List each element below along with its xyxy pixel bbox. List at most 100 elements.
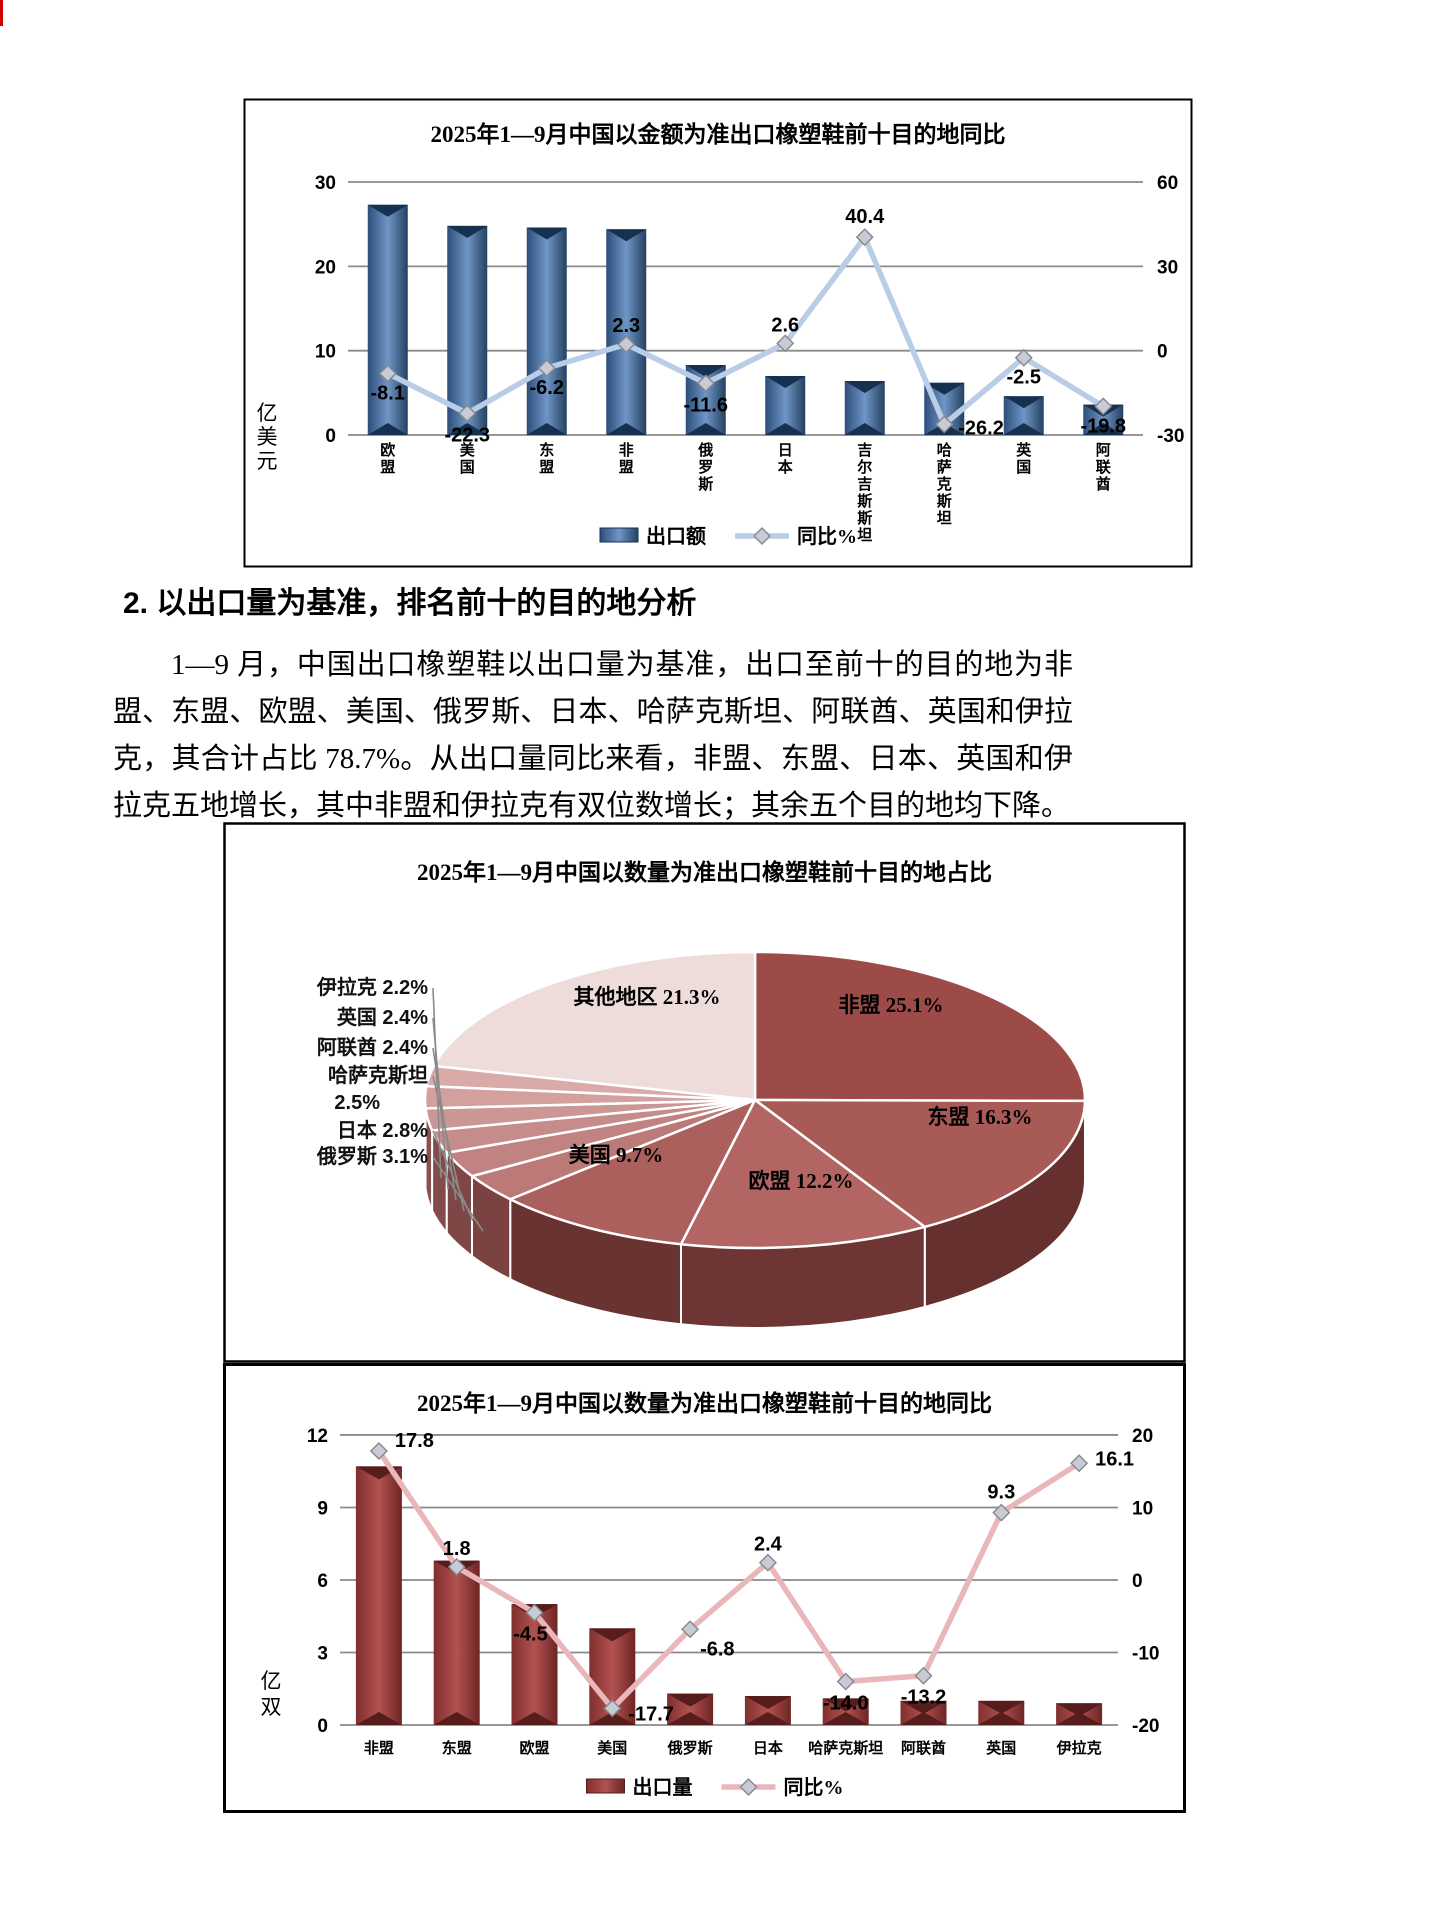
line-marker-diamond	[935, 415, 954, 434]
left-axis-unit: 亿双	[261, 1669, 282, 1719]
line-marker-diamond	[681, 1620, 700, 1639]
yoy-data-label: -26.2	[958, 417, 1004, 439]
line-marker-diamond	[855, 228, 874, 247]
legend-bar-swatch	[586, 1778, 625, 1794]
right-axis-tick: 20	[1132, 1426, 1153, 1447]
yoy-data-label: -17.7	[628, 1703, 674, 1725]
x-axis-label: 伊拉克	[1056, 1739, 1102, 1757]
line-marker-diamond	[617, 335, 636, 354]
x-axis-label: 日本	[778, 442, 793, 476]
pie-slice	[679, 1098, 927, 1250]
pie-slices	[423, 950, 1087, 1250]
yoy-data-label: 2.4	[754, 1534, 783, 1556]
yoy-line	[376, 1449, 1081, 1712]
figure-export-quantity-chart: 2025年1—9月中国以数量为准出口橡塑鞋前十目的地同比 0 3 6 9 12 -20 -10…	[223, 1363, 1186, 1813]
x-axis-label: 英国	[986, 1739, 1016, 1757]
x-axis-label: 英国	[1016, 441, 1032, 476]
x-axis-label: 非盟	[364, 1739, 394, 1757]
line-marker-diamond	[447, 1557, 466, 1576]
line-marker-diamond	[1014, 348, 1033, 367]
legend-line-label: 同比%	[784, 1776, 844, 1799]
line-marker-diamond	[836, 1672, 855, 1691]
callout-label: 阿联酋 2.4%	[317, 1035, 428, 1059]
left-axis-tick: 20	[315, 257, 336, 278]
pie-slice	[432, 950, 757, 1102]
right-axis-tick: -20	[1132, 1716, 1159, 1737]
data-labels: -8.1 -22.3 -6.2 2.3 -11.6 2.6 40.4 -26.2 -2.5 -19…	[371, 206, 1127, 446]
yoy-data-label: -14.0	[823, 1693, 869, 1715]
x-axis-label: 东盟	[442, 1739, 472, 1757]
x-axis-label: 欧盟	[519, 1739, 549, 1757]
right-axis-tick: -30	[1157, 426, 1184, 447]
export-quantity-combo-chart: 2025年1—9月中国以数量为准出口橡塑鞋前十目的地同比 0 3 6 9 12 -20 -10…	[223, 1363, 1186, 1813]
pie-slice-label: 东盟 16.3%	[928, 1105, 1033, 1129]
left-axis-tick: 12	[307, 1426, 328, 1447]
yoy-data-label: -2.5	[1007, 367, 1041, 389]
legend-bar-label: 出口量	[633, 1776, 693, 1799]
line-marker-diamond	[525, 1603, 544, 1622]
pie-callout-labels: 伊拉克 2.2% 英国 2.4% 阿联酋 2.4% 哈萨克斯坦 2.5% 日本 2.8%俄…	[316, 975, 484, 1232]
bar	[526, 227, 567, 435]
chart-title: 2025年1—9月中国以数量为准出口橡塑鞋前十目的地同比	[417, 1390, 992, 1416]
yoy-data-label: 17.8	[395, 1430, 434, 1452]
right-axis-tick: -10	[1132, 1644, 1159, 1665]
yoy-data-label: -22.3	[444, 424, 490, 446]
right-axis-tick: 60	[1157, 173, 1178, 194]
export-value-combo-chart: 2025年1—9月中国以金额为准出口橡塑鞋前十目的地同比 0 10 20 30 -30 0 3…	[243, 98, 1193, 568]
x-axis-labels: 欧盟 美国 东盟 非盟 俄罗斯 日本 吉尔吉斯斯坦 哈萨克斯坦 英国 阿联酋	[380, 441, 1112, 544]
x-axis-label: 欧盟	[380, 441, 395, 476]
legend: 出口额 同比%	[599, 525, 857, 548]
legend-bar-swatch	[599, 527, 639, 543]
line-markers	[378, 228, 1113, 434]
bar	[606, 229, 647, 435]
left-axis-tick: 3	[317, 1643, 328, 1664]
yoy-data-label: -8.1	[371, 382, 405, 404]
right-axis-tick: 10	[1132, 1499, 1153, 1520]
x-axis-label: 阿联酋	[901, 1739, 946, 1757]
legend: 出口量 同比%	[586, 1776, 844, 1799]
callout-label: 哈萨克斯坦	[328, 1063, 428, 1087]
line-marker-diamond	[758, 1553, 777, 1572]
left-axis-tick: 30	[315, 173, 336, 194]
line-marker-diamond	[753, 527, 771, 545]
line-markers	[369, 1441, 1089, 1718]
section-heading: 2. 以出口量为基准，排名前十的目的地分析	[123, 587, 697, 620]
pie-slice	[753, 1098, 1087, 1229]
left-axis-tick: 10	[315, 342, 336, 363]
legend-bar-label: 出口额	[646, 525, 706, 548]
yoy-data-label: 2.3	[612, 315, 640, 337]
callout-label: 俄罗斯 3.1%	[316, 1144, 428, 1168]
callout-label: 英国 2.4%	[337, 1005, 428, 1029]
callout-label: 日本 2.8%	[337, 1119, 428, 1142]
bar	[433, 1560, 480, 1725]
yoy-data-label: 9.3	[987, 1482, 1015, 1504]
bar-series	[355, 1466, 1103, 1725]
x-axis-label: 日本	[753, 1739, 783, 1757]
line-marker-diamond	[992, 1503, 1011, 1522]
line-marker-diamond	[369, 1441, 388, 1460]
x-axis-label: 阿联酋	[1096, 442, 1112, 493]
yoy-data-label: -11.6	[684, 394, 728, 416]
pie-slice-label: 美国 9.7%	[569, 1143, 664, 1167]
callout-label: 伊拉克 2.2%	[316, 975, 428, 999]
line-marker-diamond	[1070, 1454, 1089, 1473]
yoy-data-label: 2.6	[771, 314, 799, 336]
line-marker-diamond	[537, 359, 556, 378]
x-axis-label: 俄罗斯	[697, 441, 713, 493]
bar-series	[367, 204, 1124, 435]
left-axis-tick: 9	[317, 1498, 328, 1519]
left-axis-tick: 0	[317, 1716, 328, 1737]
yoy-data-label: 1.8	[443, 1538, 471, 1560]
pie-inner-labels: 非盟 25.1% 东盟 16.3% 欧盟 12.2% 美国 9.7% 其他地区 21.3…	[569, 985, 1033, 1193]
x-axis-label: 非盟	[619, 441, 634, 476]
red-edge-artifact	[0, 0, 3, 26]
bar	[447, 225, 488, 435]
line-marker-diamond	[458, 404, 477, 423]
line-marker-diamond	[739, 1778, 758, 1796]
line-marker-diamond	[603, 1699, 622, 1718]
line-marker-diamond	[696, 374, 715, 393]
yoy-data-label: -13.2	[901, 1687, 947, 1709]
yoy-data-label: -19.8	[1080, 415, 1126, 437]
body-paragraph: 1—9 月，中国出口橡塑鞋以出口量为基准，出口至前十的目的地为非盟、东盟、欧盟、…	[113, 649, 1073, 822]
